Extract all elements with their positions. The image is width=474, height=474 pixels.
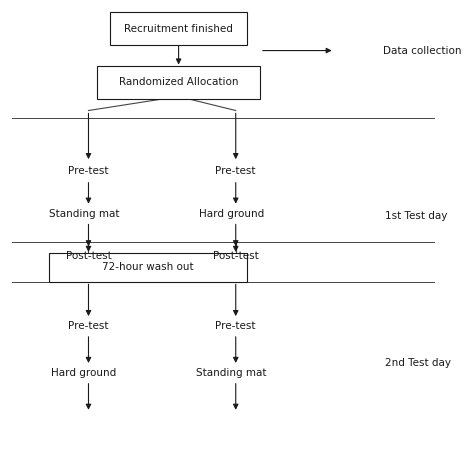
- FancyBboxPatch shape: [97, 66, 260, 99]
- FancyBboxPatch shape: [110, 12, 247, 45]
- Text: 1st Test day: 1st Test day: [385, 211, 447, 221]
- Text: Pre-test: Pre-test: [216, 321, 256, 331]
- Text: Randomized Allocation: Randomized Allocation: [119, 77, 238, 87]
- Text: Post-test: Post-test: [213, 251, 259, 261]
- Text: Hard ground: Hard ground: [52, 368, 117, 378]
- FancyBboxPatch shape: [49, 253, 247, 282]
- Text: Pre-test: Pre-test: [216, 166, 256, 176]
- Text: Standing mat: Standing mat: [49, 209, 119, 219]
- Text: 72-hour wash out: 72-hour wash out: [102, 263, 194, 273]
- Text: Pre-test: Pre-test: [68, 321, 109, 331]
- Text: Standing mat: Standing mat: [196, 368, 266, 378]
- Text: Pre-test: Pre-test: [68, 166, 109, 176]
- Text: Recruitment finished: Recruitment finished: [124, 24, 233, 34]
- Text: Hard ground: Hard ground: [199, 209, 264, 219]
- Text: 2nd Test day: 2nd Test day: [385, 358, 451, 368]
- Text: Data collection: Data collection: [383, 46, 462, 55]
- Text: Post-test: Post-test: [65, 251, 111, 261]
